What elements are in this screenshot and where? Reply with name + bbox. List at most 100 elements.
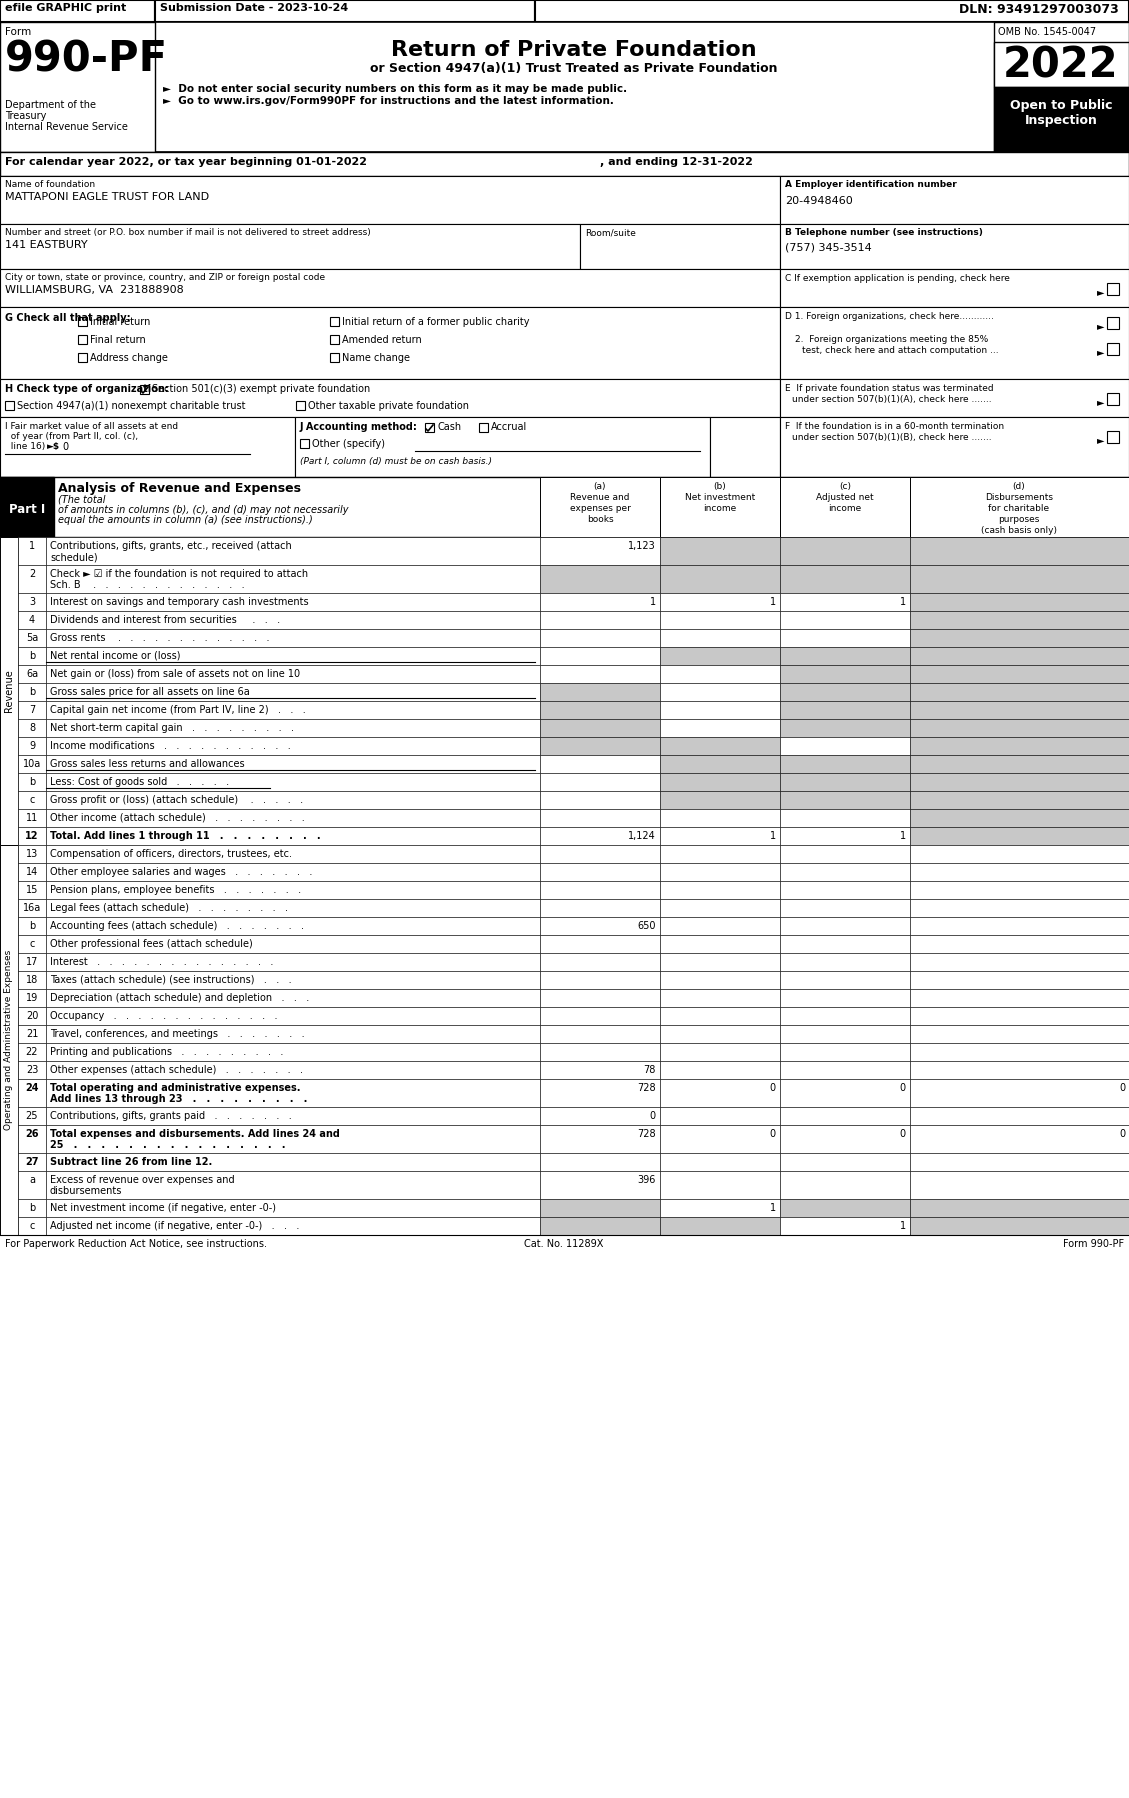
- Text: under section 507(b)(1)(A), check here .......: under section 507(b)(1)(A), check here .…: [793, 396, 991, 405]
- Bar: [780, 683, 910, 701]
- Text: 8: 8: [29, 723, 35, 734]
- Text: 728: 728: [638, 1082, 656, 1093]
- Bar: [18, 647, 46, 665]
- Text: Other expenses (attach schedule)   .   .   .   .   .   .   .: Other expenses (attach schedule) . . . .…: [50, 1064, 303, 1075]
- Bar: [780, 629, 910, 647]
- Text: 19: 19: [26, 992, 38, 1003]
- Text: Total operating and administrative expenses.: Total operating and administrative expen…: [50, 1082, 300, 1093]
- Text: b: b: [29, 651, 35, 662]
- Bar: [46, 755, 540, 773]
- Bar: [0, 307, 780, 379]
- Text: Compensation of officers, directors, trustees, etc.: Compensation of officers, directors, tru…: [50, 849, 292, 859]
- Bar: [540, 863, 660, 881]
- Bar: [910, 953, 1129, 971]
- Text: 23: 23: [26, 1064, 38, 1075]
- Text: WILLIAMSBURG, VA  231888908: WILLIAMSBURG, VA 231888908: [5, 286, 184, 295]
- Text: 0: 0: [62, 442, 68, 451]
- Bar: [0, 417, 295, 476]
- Bar: [425, 423, 434, 432]
- Text: b: b: [29, 687, 35, 698]
- Bar: [46, 1153, 540, 1170]
- Bar: [46, 1217, 540, 1235]
- Text: Interest   .   .   .   .   .   .   .   .   .   .   .   .   .   .   .: Interest . . . . . . . . . . . . . . .: [50, 957, 273, 967]
- Bar: [780, 989, 910, 1007]
- Bar: [910, 647, 1129, 665]
- Bar: [780, 701, 910, 719]
- Text: Address change: Address change: [90, 352, 168, 363]
- Text: Other employee salaries and wages   .   .   .   .   .   .   .: Other employee salaries and wages . . . …: [50, 867, 313, 877]
- Bar: [660, 1199, 780, 1217]
- Text: 27: 27: [25, 1156, 38, 1167]
- Bar: [660, 953, 780, 971]
- Bar: [660, 629, 780, 647]
- Bar: [540, 1061, 660, 1079]
- Bar: [330, 316, 339, 325]
- Bar: [660, 1153, 780, 1170]
- Bar: [780, 270, 1129, 307]
- Bar: [660, 863, 780, 881]
- Bar: [780, 665, 910, 683]
- Text: Department of the: Department of the: [5, 101, 96, 110]
- Bar: [18, 1153, 46, 1170]
- Text: B Telephone number (see instructions): B Telephone number (see instructions): [785, 228, 983, 237]
- Text: 12: 12: [25, 831, 38, 841]
- Bar: [18, 1170, 46, 1199]
- Bar: [660, 719, 780, 737]
- Text: Total. Add lines 1 through 11   .   .   .   .   .   .   .   .: Total. Add lines 1 through 11 . . . . . …: [50, 831, 321, 841]
- Text: 25: 25: [26, 1111, 38, 1120]
- Bar: [660, 683, 780, 701]
- Bar: [46, 719, 540, 737]
- Bar: [780, 1126, 910, 1153]
- Text: Internal Revenue Service: Internal Revenue Service: [5, 122, 128, 131]
- Text: Accounting fees (attach schedule)   .   .   .   .   .   .   .: Accounting fees (attach schedule) . . . …: [50, 921, 304, 931]
- Bar: [660, 1217, 780, 1235]
- Bar: [540, 629, 660, 647]
- Bar: [0, 476, 1129, 538]
- Text: D 1. Foreign organizations, check here............: D 1. Foreign organizations, check here..…: [785, 313, 994, 322]
- Bar: [46, 1199, 540, 1217]
- Text: Pension plans, employee benefits   .   .   .   .   .   .   .: Pension plans, employee benefits . . . .…: [50, 885, 301, 895]
- Text: Capital gain net income (from Part IV, line 2)   .   .   .: Capital gain net income (from Part IV, l…: [50, 705, 306, 716]
- Bar: [540, 647, 660, 665]
- Text: Other taxable private foundation: Other taxable private foundation: [308, 401, 469, 412]
- Bar: [18, 863, 46, 881]
- Bar: [18, 1061, 46, 1079]
- Text: 1: 1: [650, 597, 656, 608]
- Bar: [910, 755, 1129, 773]
- Bar: [910, 881, 1129, 899]
- Bar: [330, 352, 339, 361]
- Text: for charitable: for charitable: [988, 503, 1050, 512]
- Bar: [18, 1108, 46, 1126]
- Text: Name of foundation: Name of foundation: [5, 180, 95, 189]
- Bar: [780, 379, 1129, 417]
- Bar: [18, 629, 46, 647]
- Bar: [910, 899, 1129, 917]
- Text: Form 990-PF: Form 990-PF: [1062, 1239, 1124, 1250]
- Bar: [660, 1061, 780, 1079]
- Text: Gross profit or (loss) (attach schedule)    .   .   .   .   .: Gross profit or (loss) (attach schedule)…: [50, 795, 303, 806]
- Text: disbursements: disbursements: [50, 1187, 122, 1196]
- Text: Section 501(c)(3) exempt private foundation: Section 501(c)(3) exempt private foundat…: [152, 385, 370, 394]
- Bar: [780, 538, 910, 565]
- Bar: [660, 1025, 780, 1043]
- Bar: [910, 629, 1129, 647]
- Bar: [780, 1153, 910, 1170]
- Text: E  If private foundation status was terminated: E If private foundation status was termi…: [785, 385, 994, 394]
- Bar: [910, 809, 1129, 827]
- Bar: [780, 953, 910, 971]
- Bar: [660, 1170, 780, 1199]
- Bar: [1108, 432, 1119, 442]
- Bar: [540, 1007, 660, 1025]
- Bar: [660, 1043, 780, 1061]
- Bar: [540, 1043, 660, 1061]
- Text: 1: 1: [770, 1203, 776, 1214]
- Text: 4: 4: [29, 615, 35, 626]
- Text: Other professional fees (attach schedule): Other professional fees (attach schedule…: [50, 939, 253, 949]
- Text: Initial return of a former public charity: Initial return of a former public charit…: [342, 316, 530, 327]
- Bar: [540, 1170, 660, 1199]
- Text: (757) 345-3514: (757) 345-3514: [785, 243, 872, 252]
- Text: 20-4948460: 20-4948460: [785, 196, 852, 207]
- Text: 18: 18: [26, 975, 38, 985]
- Text: income: income: [703, 503, 736, 512]
- Bar: [660, 899, 780, 917]
